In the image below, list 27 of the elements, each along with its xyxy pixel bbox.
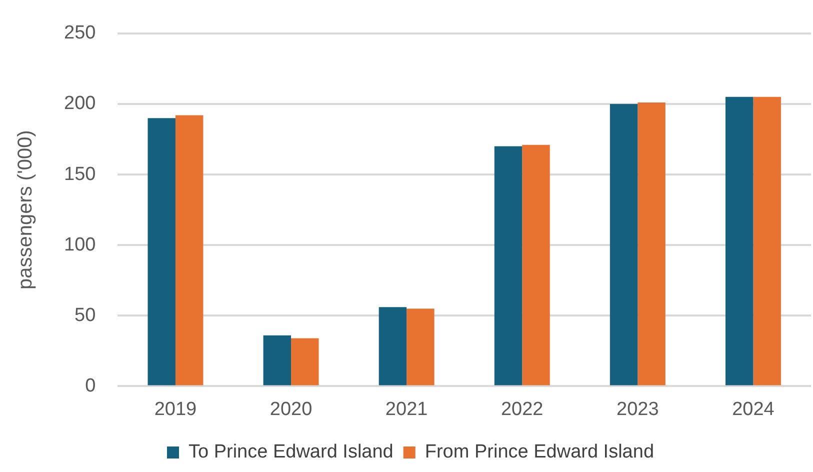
y-tick-label: 0: [85, 375, 96, 396]
bar: [610, 104, 638, 386]
x-tick-label: 2024: [732, 398, 775, 420]
y-tick-label: 200: [64, 93, 96, 114]
y-tick-label: 100: [64, 234, 96, 256]
bar: [753, 96, 781, 386]
x-tick-label: 2019: [154, 398, 197, 420]
y-axis-title: passengers ('000): [14, 130, 37, 290]
x-tick-label: 2022: [500, 398, 544, 420]
x-tick-label: 2020: [270, 398, 312, 420]
legend-label: From Prince Edward Island: [424, 442, 654, 463]
bar: [148, 118, 176, 386]
bar: [175, 115, 204, 386]
bar: [406, 308, 434, 386]
legend-label: To Prince Edward Island: [188, 442, 394, 463]
bar: [522, 144, 550, 386]
y-tick-label: 250: [64, 22, 96, 44]
bar: [494, 146, 522, 386]
x-tick-label: 2023: [616, 398, 659, 420]
x-tick-label: 2021: [385, 398, 428, 420]
bar: [263, 335, 292, 386]
y-tick-label: 50: [74, 304, 96, 326]
bar: [638, 102, 666, 386]
bar: [378, 307, 407, 386]
bar: [291, 338, 319, 386]
bar: [725, 96, 754, 386]
y-tick-label: 150: [64, 164, 96, 185]
